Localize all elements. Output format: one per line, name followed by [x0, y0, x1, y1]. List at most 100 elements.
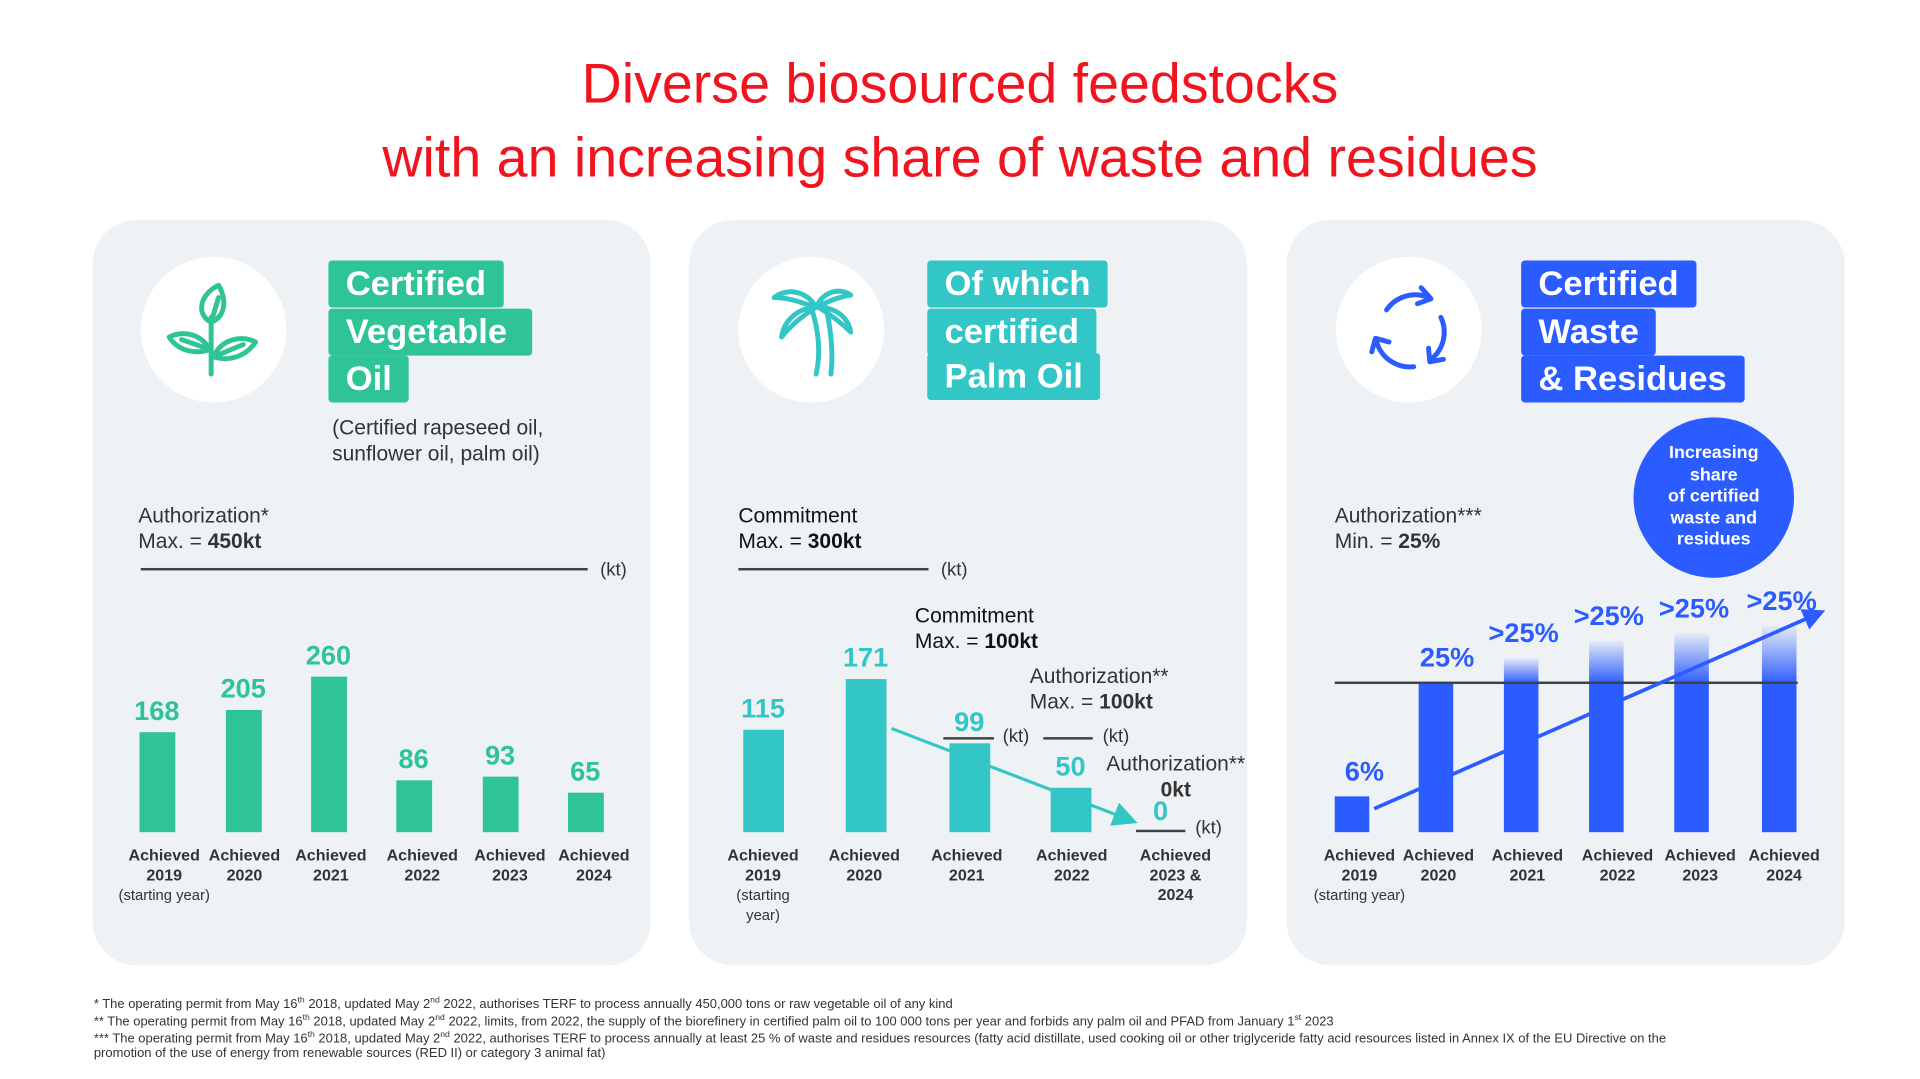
bar — [225, 709, 262, 833]
unit-label: (kt) — [940, 559, 968, 581]
footnote-text: nd — [440, 1030, 450, 1040]
commitment-number: 100kt — [984, 629, 1039, 654]
bar-value-label: 171 — [842, 642, 889, 673]
limit-prefix: Max. = — [138, 529, 208, 554]
footnote-text: 2022, authorises TERF to process annuall… — [439, 997, 953, 1012]
limit-label: Authorization* — [138, 503, 269, 528]
x-axis-label-line: Achieved — [931, 845, 1003, 865]
authorization-zero-label: Authorization** — [1106, 751, 1246, 776]
x-axis-label: Achieved 2023 & 2024 — [1140, 846, 1211, 905]
authorization-prefix: Max. = — [1029, 690, 1100, 714]
limit-label: Authorization*** — [1334, 503, 1482, 528]
bar — [138, 731, 175, 833]
x-axis-label-line: 2024 — [1157, 885, 1194, 904]
authorization-line — [1043, 737, 1093, 740]
bar-above-threshold — [1761, 625, 1797, 685]
footnote-text: * The operating permit from May 16 — [93, 997, 298, 1012]
x-axis-label-line: Achieved — [1402, 845, 1475, 865]
tag-line: Waste — [1521, 308, 1657, 356]
palm-tree-icon — [738, 256, 885, 403]
x-axis-label-line: 2021 — [313, 865, 349, 885]
x-axis-label: Achieved 2022 — [1036, 846, 1107, 886]
x-axis-label: Achieved 2021 — [1492, 846, 1563, 886]
bar — [1050, 787, 1091, 833]
bar-value-label: 50 — [1055, 750, 1086, 782]
tag-line: Palm Oil — [927, 353, 1101, 401]
footnote: *** The operating permit from May 16th 2… — [94, 1027, 1666, 1047]
bar — [1674, 682, 1709, 833]
x-axis-label: Achieved 2019 (starting year) — [1314, 846, 1405, 905]
limit-label: Commitment — [738, 503, 858, 528]
x-axis-label-line: (starting — [736, 886, 790, 904]
x-axis-label: Achieved 2022 — [1582, 846, 1653, 886]
bar-value-label: >25% — [1573, 600, 1644, 631]
unit-label: (kt) — [1102, 726, 1130, 747]
bar — [742, 729, 784, 833]
x-axis-label-line: Achieved — [727, 845, 799, 865]
bar — [395, 780, 432, 833]
x-axis-label: Achieved 2020 — [1403, 846, 1474, 886]
x-axis-label-line: 2023 & — [1149, 865, 1202, 885]
unit-label: (kt) — [1002, 726, 1030, 747]
bar-value-label: 99 — [954, 706, 985, 738]
tag-line: & Residues — [1521, 355, 1745, 403]
commitment-prefix: Max. = — [914, 629, 985, 654]
footnote-text: *** The operating permit from May 16 — [93, 1031, 308, 1047]
x-axis-label-line: Achieved — [1664, 845, 1736, 865]
tag-line: Vegetable — [328, 308, 532, 356]
x-axis-label-line: 2023 — [1682, 865, 1719, 885]
bar-value-label: 93 — [484, 739, 516, 771]
footnote-text: nd — [430, 996, 440, 1006]
bar — [845, 679, 886, 833]
x-axis-label-line: Achieved — [558, 845, 630, 865]
bar — [482, 776, 518, 833]
unit-label: (kt) — [600, 559, 627, 581]
bar — [567, 793, 604, 833]
limit-value: Max. = 300kt — [738, 528, 861, 554]
bar-value-label: 0 — [1153, 795, 1169, 827]
increasing-share-bubble: Increasing share of certified waste and … — [1633, 417, 1795, 578]
tag-line: Of which — [927, 260, 1108, 308]
x-axis-label: Achieved 2024 — [558, 846, 629, 886]
bar-above-threshold — [1589, 640, 1624, 685]
bar — [1418, 682, 1454, 833]
bar — [1334, 796, 1370, 833]
limit-line — [140, 567, 588, 571]
authorization-value: Max. = 100kt — [1030, 689, 1153, 715]
subtitle-line: (Certified rapeseed oil, — [332, 416, 544, 440]
x-axis-label-line: 2021 — [948, 865, 985, 885]
x-axis-label-line: 2024 — [576, 865, 612, 885]
x-axis-label-line: (starting year) — [118, 886, 210, 904]
limit-prefix: Min. = — [1334, 529, 1399, 554]
plant-sprout-icon — [140, 256, 287, 403]
x-axis-label-line: Achieved — [1323, 845, 1396, 865]
footnote: * The operating permit from May 16th 201… — [94, 993, 953, 1013]
authorization-label: Authorization** — [1029, 664, 1169, 688]
bar — [1761, 682, 1797, 833]
x-axis-label-line: 2022 — [1599, 865, 1636, 885]
x-axis-label: Achieved 2023 — [1664, 846, 1735, 886]
x-axis-label-line: Achieved — [128, 845, 200, 865]
x-axis-label: Achieved 2023 — [474, 846, 545, 886]
bar — [1503, 682, 1539, 833]
bar-value-label: >25% — [1658, 592, 1730, 624]
x-axis-label: Achieved 2020 — [209, 846, 280, 886]
x-axis-label-line: 2020 — [226, 865, 263, 885]
x-axis-label-line: Achieved — [1748, 845, 1820, 865]
x-axis-label-line: Achieved — [474, 845, 546, 865]
limit-number: 450kt — [207, 529, 262, 554]
zero-line — [1135, 829, 1186, 833]
minimum-line — [1334, 681, 1798, 685]
tag-line: Oil — [328, 355, 410, 403]
x-axis-label-line: year) — [746, 906, 780, 924]
x-axis-label-line: 2024 — [1766, 865, 1802, 885]
x-axis-label-line: 2022 — [404, 865, 441, 885]
bar-value-label: 65 — [570, 756, 601, 788]
unit-label: (kt) — [1195, 817, 1222, 839]
footnote-text: nd — [435, 1013, 445, 1023]
x-axis-label-line: Achieved — [1581, 845, 1654, 865]
x-axis-label-line: 2022 — [1053, 865, 1090, 885]
bar-value-label: 6% — [1344, 755, 1384, 787]
tag-line: Certified — [328, 260, 504, 308]
commitment-value: Max. = 100kt — [915, 628, 1038, 654]
